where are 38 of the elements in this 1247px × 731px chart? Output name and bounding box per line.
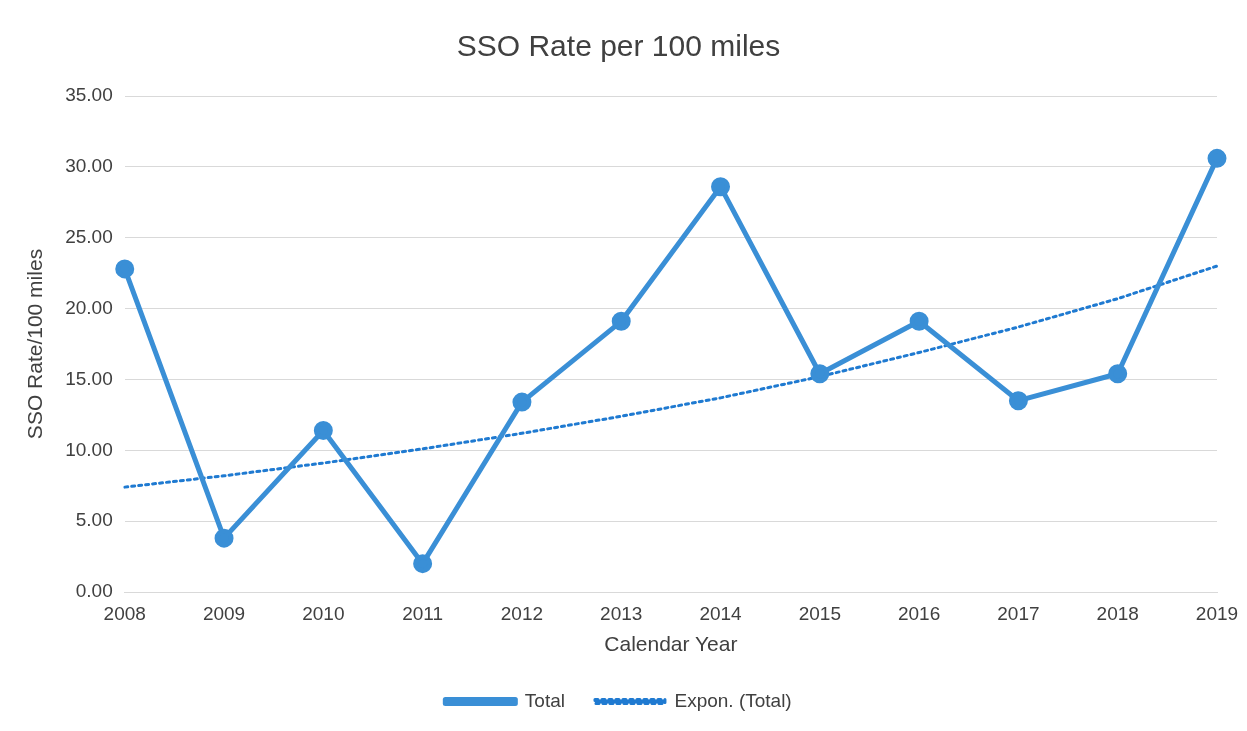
point xyxy=(1207,148,1227,168)
x-tick-label: 2019 xyxy=(1195,602,1239,624)
y-tick-label: 10.00 xyxy=(65,438,113,460)
x-axis-title: Calendar Year xyxy=(604,632,738,656)
point xyxy=(711,177,731,197)
y-tick-label: 25.00 xyxy=(65,225,113,247)
x-tick-label: 2011 xyxy=(402,602,444,624)
y-axis-title: SSO Rate/100 miles xyxy=(23,248,47,440)
point xyxy=(1108,364,1128,384)
x-tick-label: 2008 xyxy=(103,602,146,624)
x-tick-label: 2014 xyxy=(699,602,743,624)
y-tick-label: 5.00 xyxy=(75,509,113,531)
point xyxy=(313,420,333,440)
x-tick-label: 2018 xyxy=(1096,602,1139,624)
line-series xyxy=(123,264,1219,489)
x-tick-label: 2017 xyxy=(997,602,1040,624)
x-tick-label: 2013 xyxy=(600,602,643,624)
y-tick-label: 15.00 xyxy=(65,367,113,389)
point xyxy=(810,364,830,384)
x-tick-label: 2012 xyxy=(500,602,544,624)
x-tick-label: 2009 xyxy=(202,602,246,624)
point xyxy=(115,259,135,279)
y-tick-label: 0.00 xyxy=(75,580,113,602)
point xyxy=(1008,391,1028,411)
y-tick-label: 30.00 xyxy=(65,155,113,177)
x-tick-label: 2015 xyxy=(798,602,841,624)
point xyxy=(512,392,532,412)
point xyxy=(909,311,929,331)
point xyxy=(413,554,433,574)
chart-title: SSO Rate per 100 miles xyxy=(456,29,781,63)
x-tick-label: 2016 xyxy=(897,602,941,624)
legend-label: Total xyxy=(524,689,565,711)
legend-label: Expon. (Total) xyxy=(674,689,792,711)
point xyxy=(611,311,631,331)
y-tick-label: 20.00 xyxy=(65,296,113,318)
point xyxy=(214,528,234,548)
x-tick-label: 2010 xyxy=(302,602,345,624)
y-tick-label: 35.00 xyxy=(65,84,113,106)
